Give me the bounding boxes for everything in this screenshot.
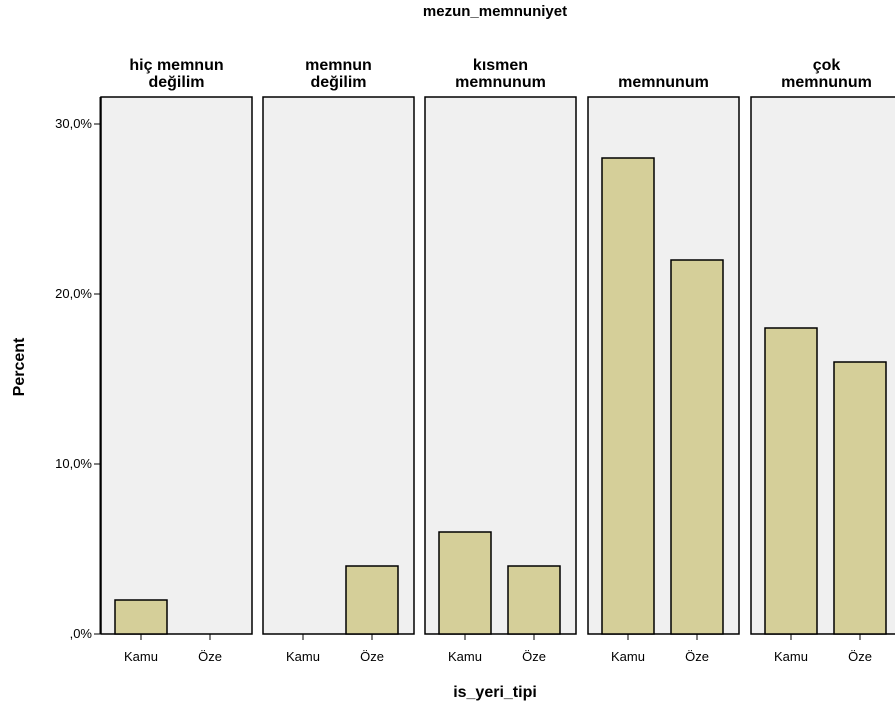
bar — [670, 259, 724, 635]
bar — [833, 361, 887, 635]
facet-panel: memnunum Kamu Öze — [587, 74, 740, 664]
chart-title: mezun_memnuniyet — [423, 3, 567, 20]
x-tick-label: Kamu — [774, 649, 808, 664]
panel-title: memnunum — [455, 74, 546, 91]
panel-frame — [262, 96, 415, 635]
y-tick-label: ,0% — [70, 626, 93, 641]
x-tick-label: Kamu — [286, 649, 320, 664]
panel-title: değilim — [310, 74, 366, 91]
y-tick-label: 30,0% — [55, 116, 92, 131]
y-axis-title: Percent — [11, 337, 28, 396]
panel-title: değilim — [148, 74, 204, 91]
y-tick-label: 10,0% — [55, 456, 92, 471]
bar — [507, 565, 561, 635]
panel-frame — [100, 96, 253, 635]
bar — [438, 531, 492, 635]
x-tick-label: Öze — [848, 649, 872, 664]
x-axis-title: is_yeri_tipi — [453, 684, 537, 701]
panel-title: memnunum — [618, 74, 709, 91]
panel-title: hiç memnun — [129, 57, 223, 74]
x-tick-label: Öze — [522, 649, 546, 664]
x-tick-label: Öze — [360, 649, 384, 664]
panel-title: kısmen — [473, 57, 528, 74]
x-tick-label: Kamu — [124, 649, 158, 664]
x-tick-label: Öze — [685, 649, 709, 664]
bar — [764, 327, 818, 635]
panel-title: çok — [813, 57, 841, 74]
y-tick-label: 20,0% — [55, 286, 92, 301]
y-axis: ,0% 10,0% 20,0% 30,0% — [55, 97, 101, 641]
bar — [345, 565, 399, 635]
panel-title: memnunum — [781, 74, 872, 91]
bar — [114, 599, 168, 635]
x-tick-label: Öze — [198, 649, 222, 664]
panel-title: memnun — [305, 57, 372, 74]
bar — [601, 157, 655, 635]
x-tick-label: Kamu — [611, 649, 645, 664]
x-tick-label: Kamu — [448, 649, 482, 664]
